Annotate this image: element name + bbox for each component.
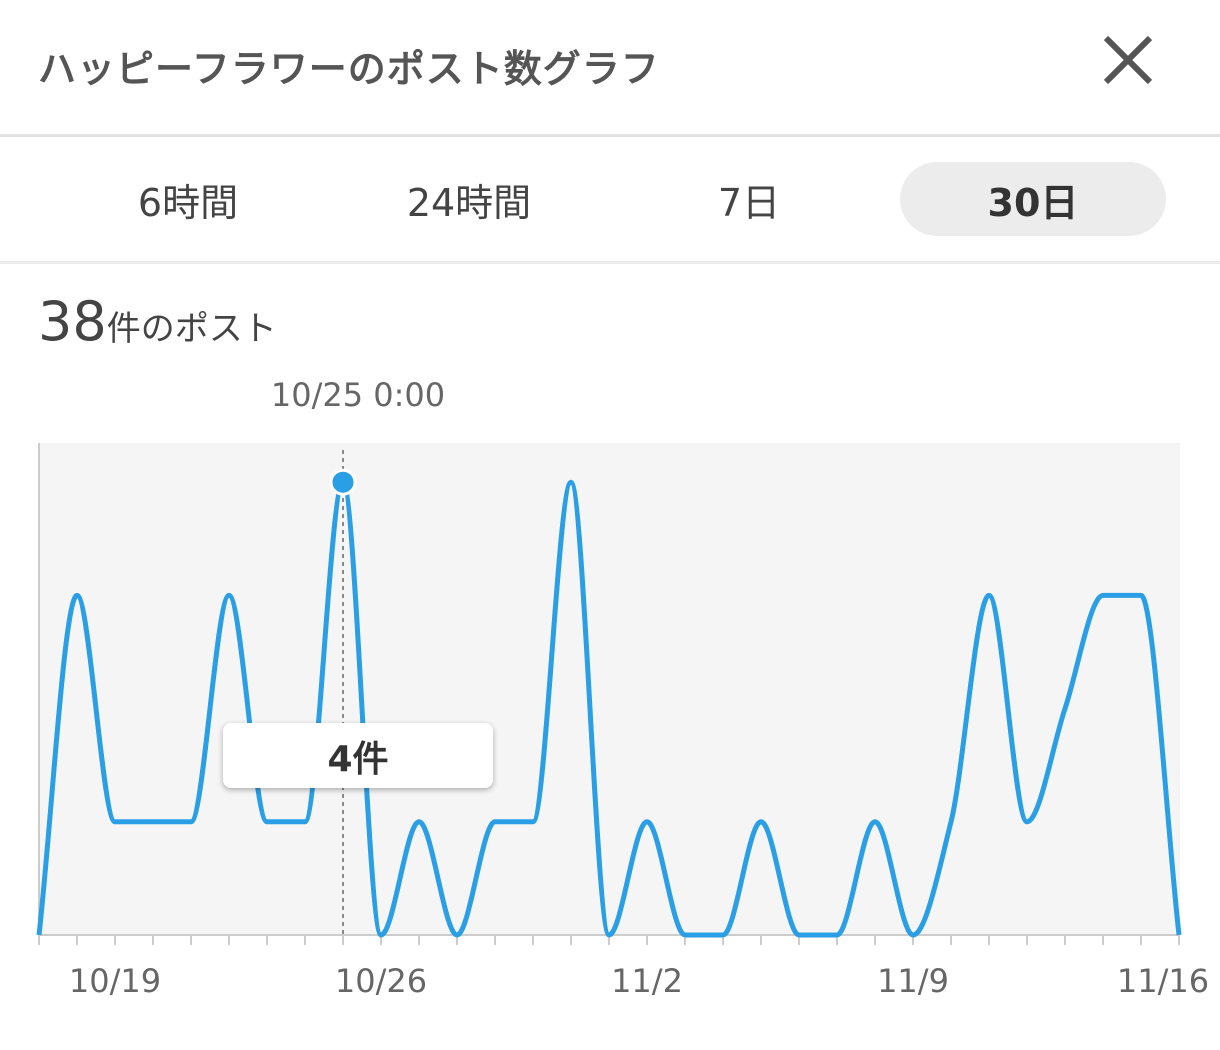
post-count-suffix: 件のポスト [106,309,277,349]
tab-6h[interactable]: 6時間 [137,180,239,225]
x-tick-label: 11/9 [877,962,949,1000]
x-tick-label: 10/26 [334,962,428,1000]
post-count: 38件のポスト [38,290,277,353]
range-tabs: 6時間 24時間 7日 30日 [0,137,1220,264]
post-count-number: 38 [38,290,107,353]
tab-30d[interactable]: 30日 [900,162,1166,236]
tab-7d[interactable]: 7日 [717,180,781,225]
x-tick-label: 10/19 [68,962,162,1000]
tooltip-time: 10/25 0:00 [270,376,446,414]
close-icon[interactable] [1100,32,1156,88]
series-line [36,479,1182,938]
plot-area [39,443,1180,935]
tooltip-value: 4件 [223,723,493,788]
dialog-title: ハッピーフラワーのポスト数グラフ [38,47,660,91]
highlight-point [329,468,357,496]
x-tick-label: 11/16 [1116,962,1210,1000]
header: ハッピーフラワーのポスト数グラフ [0,0,1220,137]
x-tick-label: 11/2 [611,962,683,1000]
tab-24h[interactable]: 24時間 [406,180,532,225]
